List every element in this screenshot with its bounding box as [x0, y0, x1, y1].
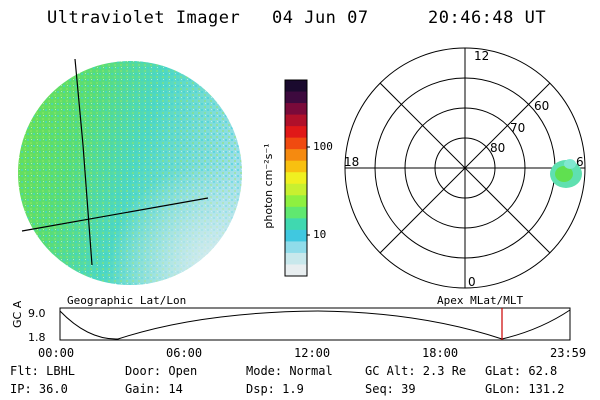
- color-scale: photon cm⁻²s⁻¹: [262, 79, 310, 277]
- polar-label-18: 18: [344, 155, 359, 169]
- polar-label-6: 6: [576, 155, 584, 169]
- timeline-ytick-high: 9.0: [28, 307, 46, 320]
- polar-label-12: 12: [474, 49, 489, 63]
- timeline-xtick: 00:00: [38, 346, 75, 360]
- polar-label-80: 80: [490, 141, 505, 155]
- polar-label-60: 60: [534, 99, 549, 113]
- color-scale-label: photon cm⁻²s⁻¹: [262, 143, 275, 228]
- orbit-altitude-plot: GC Alt 9.0 1.8: [11, 300, 571, 344]
- timeline-right-label: Apex MLat/MLT: [437, 294, 524, 307]
- door-status: Door: Open: [125, 364, 198, 378]
- color-scale-segment: [285, 264, 307, 277]
- color-scale-segment: [285, 80, 307, 93]
- color-scale-segment: [285, 160, 307, 173]
- color-scale-segment: [285, 206, 307, 219]
- longitude-line: [74, 58, 93, 266]
- color-scale-segment: [285, 149, 307, 162]
- timeline-ytick-low: 1.8: [28, 331, 46, 344]
- timeline-xtick: 12:00: [294, 346, 331, 360]
- color-scale-segment: [285, 103, 307, 116]
- glat-status: GLat: 62.8: [485, 364, 558, 378]
- color-scale-bar: [285, 80, 307, 277]
- color-scale-segment: [285, 195, 307, 208]
- polar-plot: 12 60 70 80 18 6 0: [344, 47, 586, 289]
- color-scale-segment: [285, 114, 307, 127]
- color-scale-segment: [285, 126, 307, 139]
- timeline-xtick: 23:59: [550, 346, 587, 360]
- polar-aurora-patch: [550, 159, 582, 188]
- color-scale-segment: [285, 252, 307, 265]
- color-scale-segment: [285, 91, 307, 104]
- timeline-ylabel: GC Alt: [11, 300, 24, 328]
- uv-image-panel: [18, 58, 242, 285]
- mode-status: Mode: Normal: [246, 364, 333, 378]
- filter-status: Flt: LBHL: [10, 364, 76, 378]
- color-scale-segment: [285, 183, 307, 196]
- polar-label-70: 70: [510, 121, 525, 135]
- gc-alt-status: GC Alt: 2.3 Re: [365, 364, 467, 378]
- timeline-xtick: 06:00: [166, 346, 203, 360]
- instrument-title: Ultraviolet Imager: [47, 8, 241, 28]
- gain-status: Gain: 14: [125, 382, 183, 396]
- image-date: 04 Jun 07: [272, 8, 369, 28]
- latitude-line: [21, 197, 209, 232]
- color-scale-segment: [285, 218, 307, 231]
- ip-status: IP: 36.0: [10, 382, 68, 396]
- seq-status: Seq: 39: [365, 382, 416, 396]
- altitude-curve: [59, 309, 571, 340]
- color-scale-tick: 10: [313, 228, 327, 241]
- color-scale-segment: [285, 137, 307, 150]
- timeline-xtick: 18:00: [422, 346, 459, 360]
- image-time: 20:46:48 UT: [428, 8, 547, 28]
- uv-aurora-image: [18, 61, 242, 285]
- color-scale-segment: [285, 241, 307, 254]
- polar-label-0: 0: [468, 275, 476, 289]
- color-scale-segment: [285, 172, 307, 185]
- dsp-status: Dsp: 1.9: [246, 382, 304, 396]
- timeline-left-label: Geographic Lat/Lon: [67, 294, 187, 307]
- glon-status: GLon: 131.2: [485, 382, 565, 396]
- color-scale-tick: 100: [313, 140, 333, 153]
- color-scale-segment: [285, 229, 307, 242]
